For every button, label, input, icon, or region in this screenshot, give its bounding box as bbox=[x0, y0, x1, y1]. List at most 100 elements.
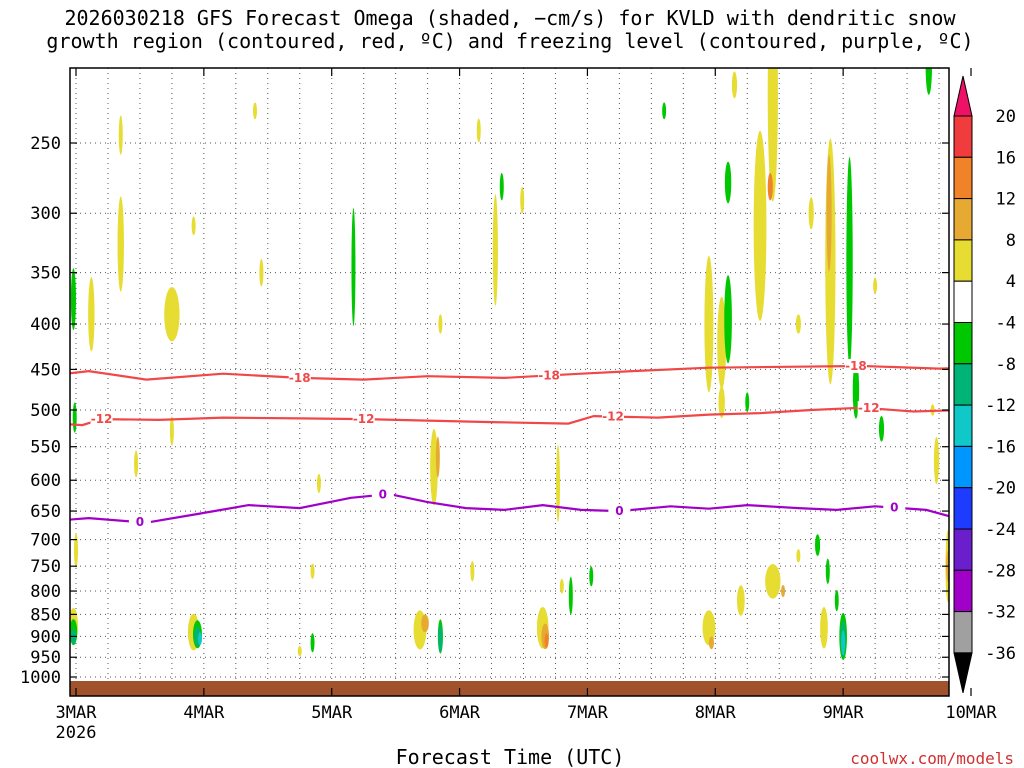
ytick-label-400: 400 bbox=[30, 315, 61, 335]
plot-frame bbox=[69, 67, 950, 697]
omega-shading bbox=[70, 68, 994, 660]
omega-blob-5 bbox=[117, 196, 124, 292]
y-axis-ticks: 2503003504004505005506006507007508008509… bbox=[20, 134, 949, 688]
omega-blob-56 bbox=[310, 563, 315, 579]
omega-blob-28 bbox=[846, 156, 853, 366]
contour-label-bg-freezing-level-0-3 bbox=[883, 500, 906, 515]
omega-blob-36 bbox=[134, 450, 139, 478]
omega-blob-24 bbox=[731, 71, 738, 99]
omega-blob-22 bbox=[767, 68, 778, 202]
omega-blob-70 bbox=[708, 636, 715, 650]
colorbar-label-12: -32 bbox=[985, 603, 1016, 623]
omega-blob-38 bbox=[430, 428, 438, 506]
temperature-contours: -18 -18 -18 -12 -12 -12 -12 0 0 0 0 bbox=[70, 359, 949, 530]
colorbar-bin-3 bbox=[953, 198, 973, 241]
ytick-label-1000: 1000 bbox=[20, 668, 61, 688]
colorbar-bin-12 bbox=[953, 569, 973, 613]
ytick-label-450: 450 bbox=[30, 360, 61, 380]
ytick-label-250: 250 bbox=[30, 134, 61, 154]
contour-label-bg-dgz-bottom-minus12-3 bbox=[857, 401, 880, 416]
omega-blob-16 bbox=[662, 102, 667, 120]
colorbar-bin-13 bbox=[953, 611, 973, 654]
contour-label-bg-dgz-bottom-minus12-0 bbox=[90, 412, 113, 427]
omega-blob-9 bbox=[259, 258, 264, 287]
omega-blob-40 bbox=[556, 445, 561, 522]
omega-blob-18 bbox=[717, 296, 727, 389]
ytick-label-700: 700 bbox=[30, 531, 61, 551]
omega-blob-72 bbox=[765, 563, 781, 599]
omega-blob-37 bbox=[316, 473, 321, 493]
omega-blob-23 bbox=[767, 172, 773, 201]
colorbar-label-1: 16 bbox=[996, 148, 1016, 168]
omega-blob-39 bbox=[435, 436, 440, 478]
ytick-label-600: 600 bbox=[30, 471, 61, 491]
omega-blob-19 bbox=[724, 275, 732, 364]
omega-blob-71 bbox=[737, 585, 745, 616]
omega-blob-7 bbox=[191, 216, 196, 236]
colorbar-label-9: -20 bbox=[985, 479, 1016, 499]
omega-blob-65 bbox=[544, 633, 549, 649]
colorbar-label-10: -24 bbox=[985, 520, 1016, 540]
colorbar-label-11: -28 bbox=[985, 561, 1016, 581]
omega-blob-26 bbox=[795, 314, 801, 334]
colorbar-label-6: -8 bbox=[996, 355, 1016, 375]
contour-label-dgz-bottom-minus12-0: -12 bbox=[91, 412, 113, 426]
omega-blob-75 bbox=[820, 606, 828, 649]
omega-blob-42 bbox=[745, 392, 750, 413]
omega-blob-73 bbox=[781, 585, 786, 598]
ytick-label-900: 900 bbox=[30, 627, 61, 647]
contour-freezing-level-0 bbox=[70, 492, 949, 524]
ytick-label-550: 550 bbox=[30, 438, 61, 458]
omega-blob-32 bbox=[986, 79, 994, 176]
ytick-label-350: 350 bbox=[30, 264, 61, 284]
omega-blob-43 bbox=[852, 361, 860, 419]
omega-blob-67 bbox=[589, 566, 594, 587]
ytick-label-750: 750 bbox=[30, 557, 61, 577]
xtick-label-4: 7MAR bbox=[567, 703, 609, 723]
xtick-label-6: 9MAR bbox=[823, 703, 865, 723]
omega-blob-2 bbox=[118, 115, 123, 155]
omega-blob-6 bbox=[164, 287, 180, 342]
omega-blob-20 bbox=[724, 161, 732, 204]
colorbar-bin-11 bbox=[953, 528, 973, 571]
omega-blob-31 bbox=[925, 68, 932, 95]
omega-blob-12 bbox=[438, 314, 443, 334]
chart-title-line-2: growth region (contoured, red, ºC) and f… bbox=[46, 29, 973, 53]
omega-blob-62 bbox=[470, 561, 475, 582]
contour-label-dgz-top-minus18-1: -18 bbox=[538, 368, 560, 382]
contour-label-freezing-level-0-1: 0 bbox=[379, 488, 387, 502]
colorbar-bin-2 bbox=[953, 156, 973, 200]
x-axis-label: Forecast Time (UTC) bbox=[396, 745, 625, 768]
omega-blob-76 bbox=[815, 534, 821, 556]
colorbar-bin-10 bbox=[953, 487, 973, 530]
ytick-label-850: 850 bbox=[30, 605, 61, 625]
colorbar-bin-6 bbox=[953, 322, 973, 365]
xtick-label-2: 5MAR bbox=[311, 703, 353, 723]
omega-blob-44 bbox=[878, 415, 885, 442]
ytick-label-800: 800 bbox=[30, 582, 61, 602]
contour-dgz-top-minus18 bbox=[70, 364, 949, 381]
colorbar-label-8: -16 bbox=[985, 437, 1016, 457]
colorbar-bin-7 bbox=[953, 363, 973, 406]
colorbar-label-13: -36 bbox=[985, 644, 1016, 664]
contour-label-bg-dgz-top-minus18-0 bbox=[288, 370, 311, 385]
colorbar-label-5: -4 bbox=[996, 314, 1016, 334]
contour-label-bg-dgz-bottom-minus12-2 bbox=[602, 409, 624, 424]
plot-background bbox=[70, 68, 949, 696]
colorbar-top-arrow bbox=[953, 75, 973, 117]
xtick-label-3: 6MAR bbox=[439, 703, 481, 723]
omega-blob-68 bbox=[559, 578, 564, 594]
contour-label-freezing-level-0-0: 0 bbox=[136, 515, 144, 529]
chart-title-line-1: 2026030218 GFS Forecast Omega (shaded, −… bbox=[64, 6, 956, 30]
contour-label-freezing-level-0-3: 0 bbox=[890, 501, 898, 515]
colorbar-bottom-arrow bbox=[953, 652, 973, 694]
contour-label-bg-freezing-level-0-1 bbox=[371, 487, 394, 502]
omega-blob-10 bbox=[351, 207, 356, 327]
credit-text: coolwx.com/models bbox=[850, 749, 1014, 768]
omega-blob-4 bbox=[70, 268, 76, 331]
terrain-ground-strip bbox=[70, 681, 949, 696]
ytick-label-300: 300 bbox=[30, 204, 61, 224]
